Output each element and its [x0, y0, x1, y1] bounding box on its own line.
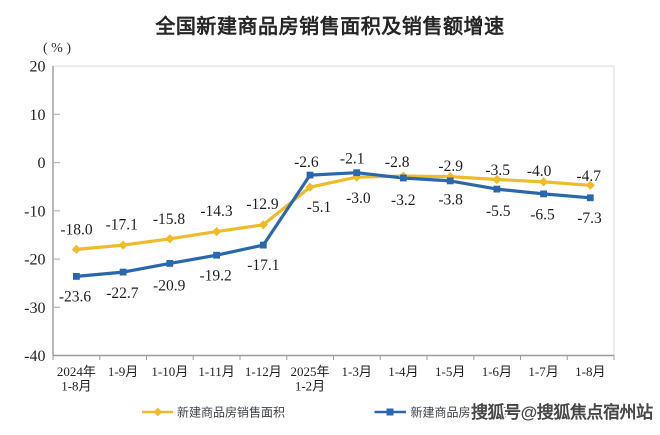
svg-text:-2.1: -2.1 [340, 151, 365, 168]
svg-text:1-7月: 1-7月 [528, 364, 558, 379]
svg-text:-30: -30 [24, 300, 45, 317]
svg-text:-40: -40 [24, 348, 45, 365]
svg-text:-14.3: -14.3 [200, 203, 233, 220]
svg-text:-4.0: -4.0 [527, 163, 552, 180]
svg-text:-19.2: -19.2 [199, 268, 231, 285]
svg-text:1-12月: 1-12月 [245, 364, 282, 379]
svg-text:1-9月: 1-9月 [108, 364, 138, 379]
svg-text:( % ): ( % ) [43, 41, 71, 56]
svg-text:20: 20 [30, 59, 46, 76]
svg-text:-17.1: -17.1 [106, 216, 138, 233]
svg-text:-22.7: -22.7 [106, 285, 139, 302]
svg-text:-2.9: -2.9 [438, 158, 463, 175]
svg-text:-20: -20 [24, 252, 45, 269]
svg-text:-7.3: -7.3 [577, 210, 602, 227]
svg-text:-15.8: -15.8 [153, 211, 186, 228]
svg-text:-3.0: -3.0 [346, 190, 371, 207]
svg-text:1-11月: 1-11月 [198, 364, 234, 379]
svg-text:-10: -10 [24, 203, 45, 220]
svg-text:2025年: 2025年 [290, 364, 329, 379]
svg-text:-5.1: -5.1 [307, 199, 332, 216]
svg-text:-2.6: -2.6 [294, 154, 319, 171]
svg-text:新建商品房销售面积: 新建商品房销售面积 [177, 405, 285, 420]
svg-text:1-8月: 1-8月 [575, 364, 605, 379]
svg-text:新建商品房销售额: 新建商品房销售额 [411, 405, 507, 420]
svg-text:-20.9: -20.9 [153, 278, 186, 295]
svg-text:-23.6: -23.6 [59, 288, 92, 305]
svg-text:-17.1: -17.1 [247, 257, 279, 274]
svg-text:1-8月: 1-8月 [61, 379, 91, 394]
svg-text:全国新建商品房销售面积及销售额增速: 全国新建商品房销售面积及销售额增速 [154, 14, 504, 38]
svg-text:-6.5: -6.5 [530, 207, 555, 224]
svg-text:2024年: 2024年 [57, 364, 96, 379]
svg-text:-18.0: -18.0 [60, 221, 93, 238]
svg-text:-3.2: -3.2 [391, 192, 416, 209]
svg-text:-3.5: -3.5 [485, 162, 510, 179]
svg-text:10: 10 [30, 107, 46, 124]
svg-text:搜狐号@搜狐焦点宿州站: 搜狐号@搜狐焦点宿州站 [471, 402, 653, 422]
svg-text:1-3月: 1-3月 [342, 364, 372, 379]
svg-text:-5.5: -5.5 [486, 203, 511, 220]
svg-text:-4.7: -4.7 [576, 168, 601, 185]
svg-text:0: 0 [38, 155, 46, 172]
svg-text:1-6月: 1-6月 [482, 364, 512, 379]
svg-text:1-2月: 1-2月 [295, 379, 325, 394]
svg-text:-3.8: -3.8 [438, 191, 463, 208]
svg-text:1-4月: 1-4月 [388, 364, 418, 379]
svg-text:1-10月: 1-10月 [151, 364, 188, 379]
svg-text:-12.9: -12.9 [246, 196, 279, 213]
svg-text:1-5月: 1-5月 [435, 364, 465, 379]
svg-text:-2.8: -2.8 [385, 154, 410, 171]
